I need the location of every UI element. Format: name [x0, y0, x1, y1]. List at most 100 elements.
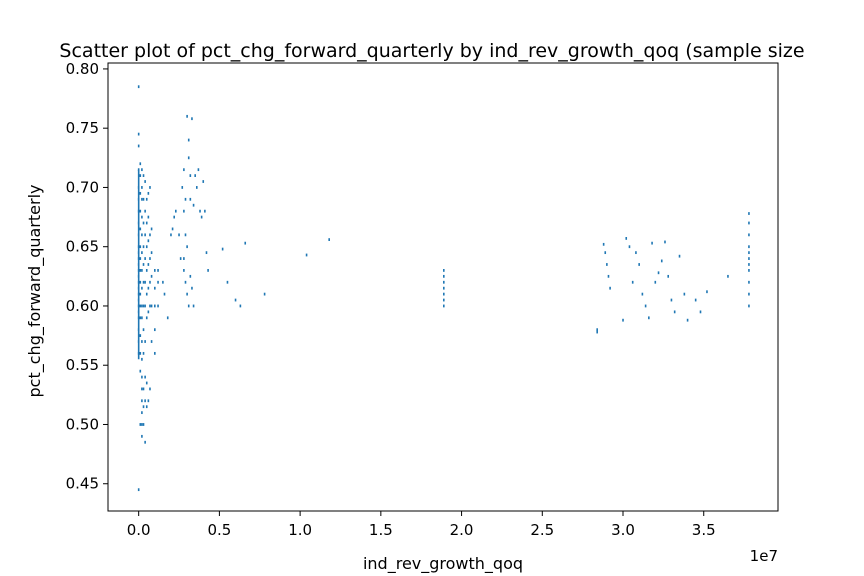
data-point — [154, 269, 156, 272]
data-point — [607, 274, 610, 278]
data-point — [184, 197, 187, 201]
data-point — [142, 328, 145, 332]
data-point — [221, 247, 224, 251]
data-point — [631, 280, 634, 284]
data-point — [141, 269, 143, 272]
data-point — [194, 174, 196, 177]
data-point — [748, 233, 750, 237]
data-point — [443, 286, 445, 290]
data-point — [144, 209, 146, 213]
data-point — [171, 227, 174, 231]
data-point — [748, 292, 750, 296]
data-point — [189, 174, 192, 177]
data-point — [638, 263, 640, 266]
data-point — [189, 274, 192, 278]
data-point — [137, 488, 140, 492]
data-point — [149, 233, 151, 237]
y-tick-label: 0.55 — [66, 356, 99, 374]
data-point — [144, 440, 146, 444]
data-point — [622, 318, 624, 322]
data-point — [142, 280, 145, 284]
y-tick-label: 0.60 — [66, 297, 99, 315]
data-point — [694, 298, 697, 302]
data-point — [673, 310, 676, 314]
data-point — [149, 280, 151, 284]
data-point — [244, 241, 247, 245]
data-point — [157, 304, 159, 308]
data-point — [635, 251, 637, 255]
x-tick-label: 0.0 — [127, 521, 151, 539]
x-tick-label: 0.5 — [207, 521, 231, 539]
data-point — [141, 215, 143, 219]
data-point — [602, 242, 605, 246]
data-point — [144, 280, 146, 284]
data-point — [139, 227, 142, 231]
x-tick-label: 1.0 — [288, 521, 312, 539]
data-point — [191, 117, 193, 121]
data-point — [263, 292, 266, 296]
data-point — [192, 304, 195, 308]
data-point — [144, 257, 146, 260]
data-point — [644, 304, 647, 308]
data-point — [149, 257, 151, 260]
data-point — [205, 251, 208, 255]
data-point — [683, 292, 686, 296]
data-point — [706, 290, 708, 294]
data-point — [443, 274, 445, 278]
data-point — [443, 292, 445, 296]
data-point — [200, 215, 203, 219]
data-point — [139, 174, 142, 177]
data-point — [150, 251, 153, 255]
data-point — [670, 298, 673, 302]
data-point — [139, 423, 142, 426]
data-point — [144, 340, 146, 343]
data-point — [142, 304, 145, 308]
data-point — [184, 280, 187, 284]
data-point — [145, 381, 148, 385]
data-point — [604, 251, 607, 255]
data-point — [137, 144, 140, 148]
data-point — [144, 233, 146, 237]
data-point — [305, 253, 308, 257]
data-point — [239, 304, 242, 308]
data-point — [142, 245, 145, 249]
data-point — [150, 227, 153, 231]
data-point — [748, 221, 750, 225]
plot-area — [107, 62, 779, 512]
data-point — [147, 239, 150, 243]
x-axis-offset-label: 1e7 — [750, 547, 778, 565]
data-point — [147, 286, 150, 290]
data-point — [667, 274, 670, 278]
data-point — [141, 233, 143, 237]
data-point — [596, 330, 598, 334]
data-point — [144, 399, 146, 403]
data-point — [166, 316, 169, 320]
data-point — [443, 304, 445, 308]
data-point — [606, 263, 608, 266]
data-point — [139, 304, 142, 308]
chart-title: Scatter plot of pct_chg_forward_quarterl… — [59, 40, 804, 62]
data-point — [184, 233, 187, 237]
y-tick-label: 0.45 — [66, 475, 99, 493]
data-points — [137, 85, 750, 492]
data-point — [139, 334, 142, 337]
data-point — [142, 387, 145, 391]
data-point — [141, 340, 143, 343]
data-point — [147, 310, 150, 314]
data-point — [186, 245, 188, 249]
data-point — [139, 245, 142, 249]
data-point — [154, 351, 156, 355]
data-point — [141, 186, 143, 189]
y-tick-label: 0.70 — [66, 178, 99, 196]
data-point — [145, 245, 148, 249]
data-point — [142, 221, 145, 225]
data-point — [648, 316, 650, 320]
data-point — [686, 318, 689, 322]
data-point — [144, 180, 146, 183]
data-point — [145, 197, 148, 201]
data-point — [142, 423, 145, 426]
data-point — [234, 298, 237, 302]
data-point — [139, 280, 142, 284]
data-point — [179, 257, 182, 260]
